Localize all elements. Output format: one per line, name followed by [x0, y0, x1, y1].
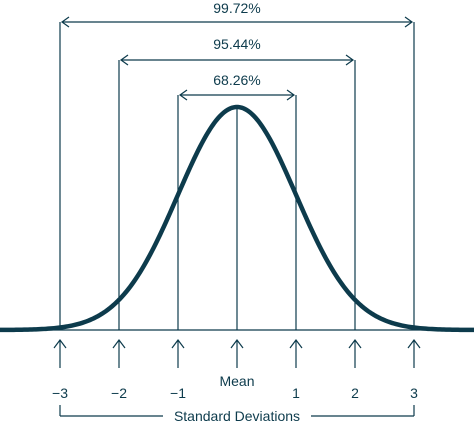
range-99: 99.72%	[60, 0, 414, 28]
range-68: 68.26%	[178, 72, 296, 101]
sigma-lines	[59, 22, 415, 330]
up-arrows	[53, 339, 421, 368]
range-95: 95.44%	[119, 36, 355, 66]
standard-deviations-bracket: Standard Deviations	[59, 405, 415, 424]
range-95-left-arrowhead	[119, 54, 129, 66]
tick-label-plus-1: 1	[292, 385, 300, 401]
range-99-label: 99.72%	[213, 0, 260, 16]
up-arrow-minus-2	[112, 339, 126, 368]
standard-deviations-label: Standard Deviations	[174, 408, 300, 424]
tick-label-minus-2: −2	[111, 385, 127, 401]
range-68-right-arrowhead	[286, 89, 296, 101]
up-arrow-plus-1	[289, 339, 303, 368]
up-arrow-minus-1	[171, 339, 185, 368]
tick-label-minus-1: −1	[170, 385, 186, 401]
tick-label-plus-2: 2	[351, 385, 359, 401]
range-68-label: 68.26%	[213, 72, 260, 88]
range-99-left-arrowhead	[60, 16, 70, 28]
range-99-right-arrowhead	[404, 16, 414, 28]
tick-label-plus-3: 3	[410, 385, 418, 401]
range-95-label: 95.44%	[213, 36, 260, 52]
up-arrow-mean	[230, 339, 244, 368]
mean-label: Mean	[219, 373, 254, 389]
range-68-left-arrowhead	[178, 89, 188, 101]
up-arrow-plus-3	[407, 339, 421, 368]
up-arrow-minus-3	[53, 339, 67, 368]
bell-curve	[0, 104, 474, 333]
tick-label-minus-3: −3	[52, 385, 68, 401]
range-95-right-arrowhead	[345, 54, 355, 66]
up-arrow-plus-2	[348, 339, 362, 368]
